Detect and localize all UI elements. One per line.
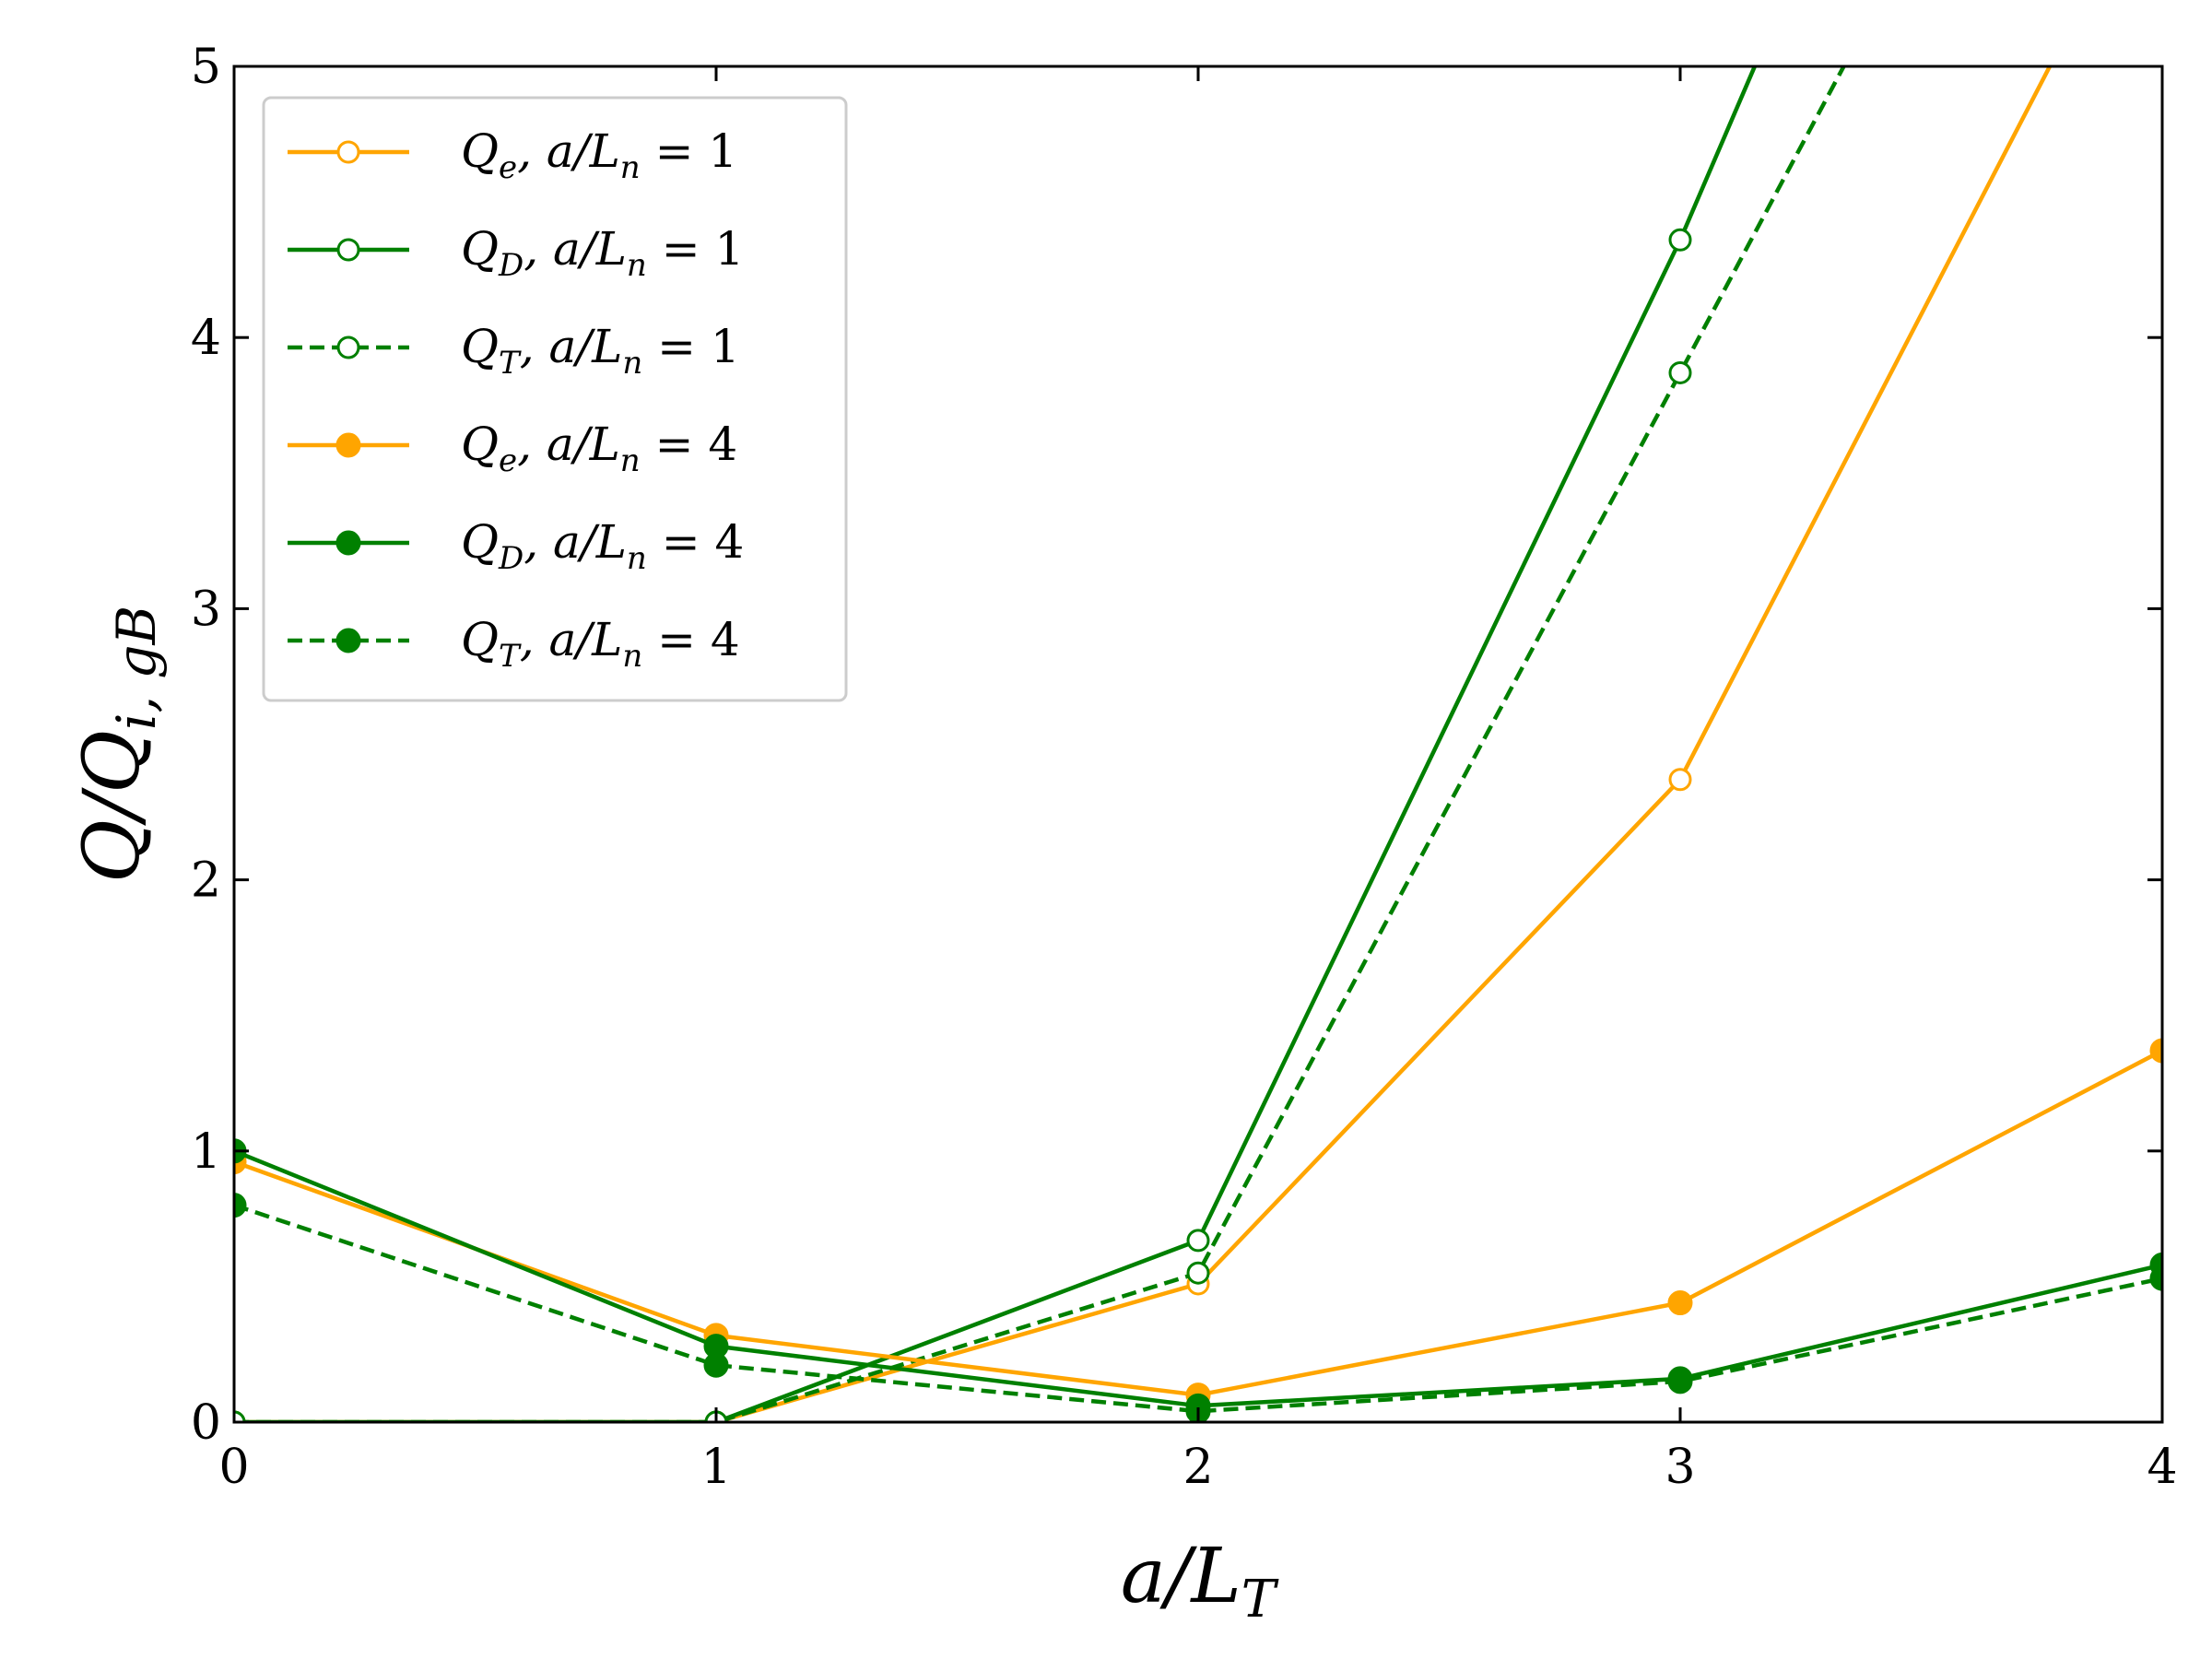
ticks-layer: 0 1 2 3 4 0 1 2 3 4 5 <box>191 40 2178 1495</box>
y-axis-label: Q/Qi, gB <box>66 606 168 883</box>
legend-label: Qe, a/Ln = 4 <box>461 418 737 479</box>
x-tick-label: 1 <box>700 1440 731 1495</box>
x-tick-label: 3 <box>1665 1440 1695 1495</box>
data-point <box>1186 1229 1210 1253</box>
series-5 <box>234 1193 2162 1422</box>
x-axis-label: a/LT <box>1121 1533 1279 1630</box>
y-tick-label: 5 <box>191 40 221 95</box>
legend-marker <box>335 432 361 458</box>
legend-box <box>262 96 848 702</box>
legend-entry: Qe, a/Ln = 4 <box>288 418 737 479</box>
y-tick-label: 3 <box>191 582 221 637</box>
legend-entry: QD, a/Ln = 4 <box>288 515 744 577</box>
data-point <box>234 1193 247 1218</box>
data-point <box>1668 228 1692 252</box>
data-point <box>1668 360 1692 384</box>
legend-entry: QT, a/Ln = 1 <box>288 320 740 382</box>
x-tick-label: 2 <box>1182 1440 1213 1495</box>
legend-marker <box>336 140 360 164</box>
legend-marker <box>336 335 360 359</box>
data-point <box>1667 1369 1693 1394</box>
legend-marker <box>335 628 361 653</box>
legend-label: QT, a/Ln = 1 <box>461 320 740 382</box>
legend-label: QD, a/Ln = 4 <box>461 515 744 577</box>
legend-entry: QT, a/Ln = 4 <box>288 613 740 675</box>
data-point <box>2149 1038 2162 1064</box>
legend-label: QT, a/Ln = 4 <box>461 613 740 675</box>
series-line <box>234 1048 2162 1397</box>
data-point <box>1667 1290 1693 1316</box>
series-line <box>234 1203 2162 1414</box>
x-tick-label: 0 <box>218 1440 249 1495</box>
x-tick-label: 4 <box>2147 1440 2177 1495</box>
y-tick-label: 4 <box>191 311 221 366</box>
legend-marker <box>336 238 360 262</box>
y-tick-label: 2 <box>191 853 221 909</box>
legend-marker <box>335 530 361 556</box>
series-layer <box>234 66 2162 1422</box>
y-tick-label: 0 <box>191 1395 221 1451</box>
series-3 <box>234 1038 2162 1408</box>
legend-entry: QD, a/Ln = 1 <box>288 222 744 284</box>
data-point <box>1668 768 1692 792</box>
legend-label: Qe, a/Ln = 1 <box>461 124 737 186</box>
legend-entry: Qe, a/Ln = 1 <box>288 124 737 186</box>
data-point <box>703 1352 729 1378</box>
y-tick-label: 1 <box>191 1124 221 1180</box>
axis-labels: a/LT Q/Qi, gB <box>66 606 1279 1630</box>
data-point <box>2149 1265 2162 1291</box>
legend: Qe, a/Ln = 1 QD, a/Ln = 1 QT, a/Ln = 1 Qe, … <box>262 96 848 702</box>
data-point <box>1186 1261 1210 1285</box>
legend-label: QD, a/Ln = 1 <box>461 222 744 284</box>
data-point <box>234 1410 246 1422</box>
